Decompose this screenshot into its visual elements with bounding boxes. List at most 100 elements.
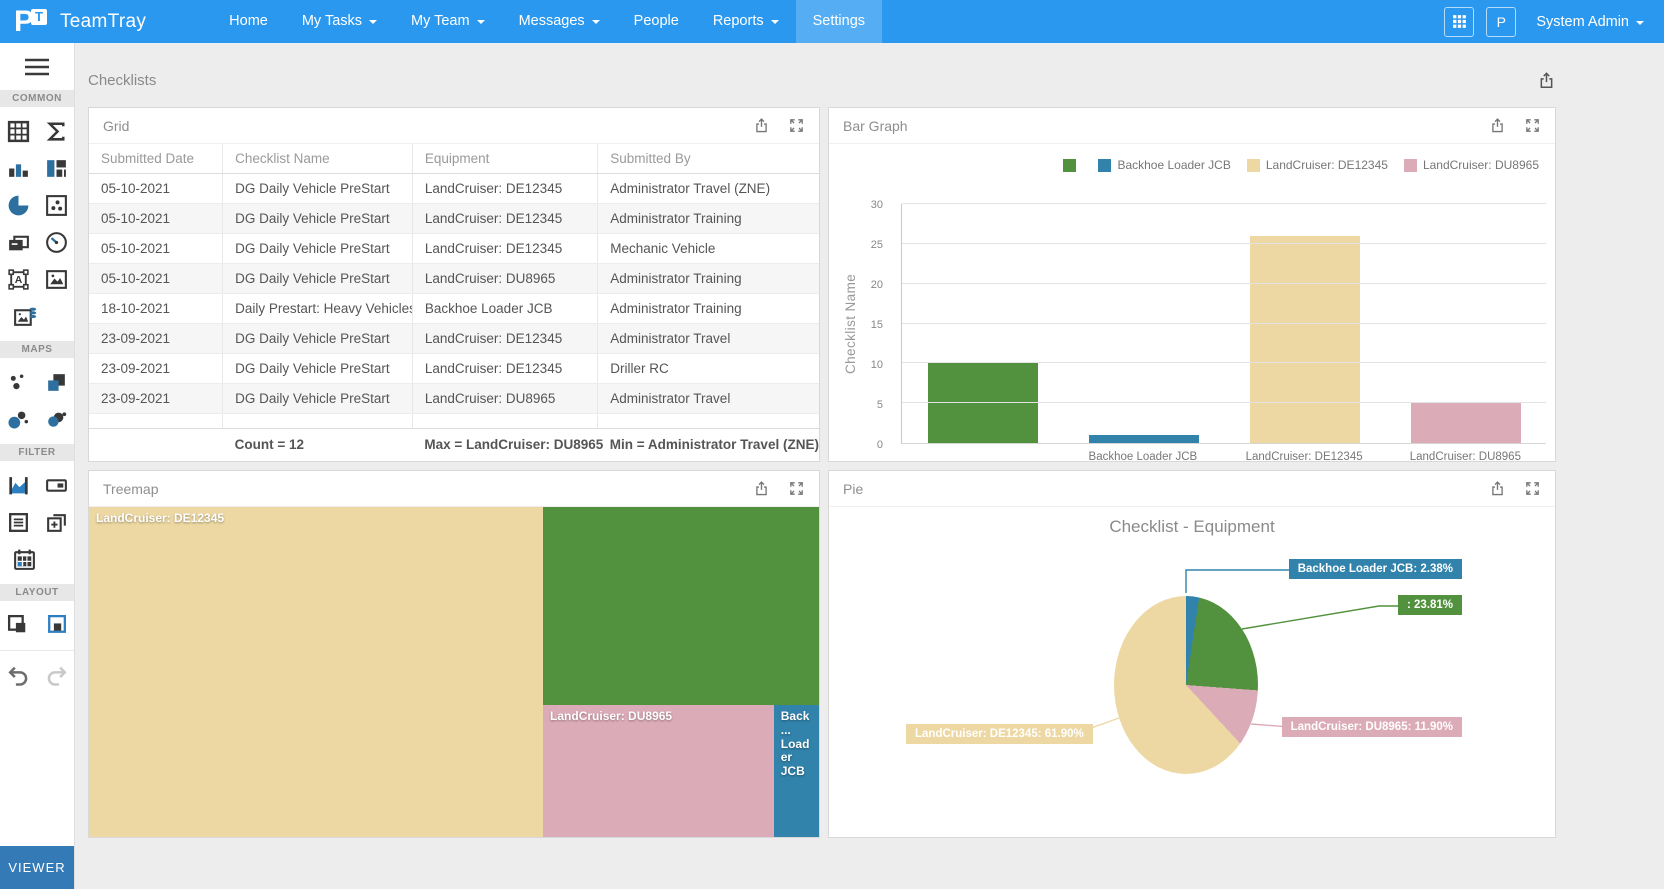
bubble-map-icon[interactable] (6, 407, 31, 432)
gridline (902, 203, 1546, 204)
table-cell: Administrator Travel (597, 323, 819, 354)
expand-icon[interactable] (1524, 117, 1541, 134)
brand[interactable]: P T TeamTray (0, 5, 146, 39)
checklist-table: Submitted Date Checklist Name Equipment Sub… (89, 144, 819, 429)
export-page-icon[interactable] (1537, 71, 1556, 90)
grid-summary-row: Count = 12 Max = LandCruiser: DU8965 Min… (89, 428, 819, 461)
image-database-icon[interactable] (12, 304, 37, 329)
shape-map-icon[interactable] (44, 370, 69, 395)
nav-item-reports[interactable]: Reports (696, 0, 796, 43)
bar-graph-panel: Bar Graph Backhoe Loader JCB LandCruiser:… (828, 107, 1556, 463)
column-header[interactable]: Equipment (411, 144, 598, 174)
table-cell: DG Daily Vehicle PreStart (222, 173, 413, 204)
treemap-node[interactable]: Back... Loader JCB (773, 705, 819, 837)
expand-icon[interactable] (788, 480, 805, 497)
table-cell: DG Daily Vehicle PreStart (222, 263, 413, 294)
bar[interactable] (927, 363, 1038, 443)
legend-item[interactable] (1063, 158, 1082, 172)
table-row[interactable]: 23-09-2021 DG Daily Vehicle PreStart LandC… (89, 383, 819, 414)
table-row[interactable]: 18-10-2021 Daily Prestart: Heavy Vehicles… (89, 293, 819, 324)
undo-icon[interactable] (6, 663, 31, 688)
card-icon[interactable] (6, 230, 31, 255)
table-row[interactable]: 05-10-2021 DG Daily Vehicle PreStart LandC… (89, 263, 819, 294)
table-cell: 18-10-2021 (89, 293, 223, 324)
table-cell: 05-10-2021 (89, 203, 223, 234)
bar-chart-icon[interactable] (6, 156, 31, 181)
redo-icon[interactable] (44, 663, 69, 688)
profile-button[interactable]: P (1486, 6, 1517, 37)
layout-overlap-active-icon[interactable] (44, 613, 69, 638)
legend-item[interactable]: Backhoe Loader JCB (1098, 158, 1231, 172)
page-title: Checklists (88, 72, 157, 89)
bar-legend: Backhoe Loader JCB LandCruiser: DE12345 La… (1063, 158, 1539, 172)
bar[interactable] (1088, 435, 1199, 443)
legend-swatch (1098, 158, 1112, 172)
nav-item-home[interactable]: Home (229, 13, 268, 29)
apps-grid-button[interactable] (1444, 6, 1475, 37)
y-tick-label: 0 (876, 439, 883, 451)
column-header[interactable]: Submitted By (597, 144, 819, 174)
image-icon[interactable] (44, 267, 69, 292)
expand-icon[interactable] (1524, 480, 1541, 497)
column-header[interactable]: Submitted Date (89, 144, 223, 174)
table-cell: 23-09-2021 (89, 323, 223, 354)
nav-item-my-tasks[interactable]: My Tasks (285, 0, 394, 43)
export-icon[interactable] (753, 480, 770, 497)
table-row[interactable]: 05-10-2021 DG Daily Vehicle PreStart LandC… (89, 173, 819, 204)
viewer-tab[interactable]: VIEWER (0, 846, 74, 889)
y-tick-label: 10 (870, 359, 883, 372)
table-cell: LandCruiser: DE12345 (411, 173, 598, 204)
export-icon[interactable] (1489, 117, 1506, 134)
nav-item-people[interactable]: People (633, 13, 679, 29)
x-tick-label (901, 451, 1062, 463)
pie[interactable] (1114, 596, 1258, 774)
nav-item-my-team[interactable]: My Team (394, 0, 502, 43)
data-grid-icon[interactable] (6, 119, 31, 144)
section-maps: MAPS (0, 341, 74, 358)
export-icon[interactable] (753, 117, 770, 134)
hamburger-menu-icon[interactable] (23, 56, 51, 78)
treemap-node[interactable] (543, 507, 819, 705)
table-row[interactable]: 23-09-2021 DG Daily Vehicle PreStart LandC… (89, 323, 819, 354)
legend-item[interactable]: LandCruiser: DU8965 (1403, 158, 1539, 172)
table-cell: DG Daily Vehicle PreStart (222, 353, 413, 384)
grid-panel: Grid Submitted Date Checklist Name Equipme… (88, 107, 820, 462)
layout-overlap-icon[interactable] (6, 613, 31, 638)
nav-item-messages[interactable]: Messages (502, 0, 617, 43)
treemap-icon[interactable] (44, 156, 69, 181)
dropdown-filter-icon[interactable] (44, 473, 69, 498)
legend-item[interactable]: LandCruiser: DE12345 (1246, 158, 1388, 172)
table-cell: LandCruiser: DU8965 (411, 383, 598, 414)
scatter-plot-icon[interactable] (44, 193, 69, 218)
pie-panel: Pie Checklist - Equipment Backhoe Loader… (828, 470, 1556, 838)
table-cell: 23-09-2021 (89, 353, 223, 384)
gauge-icon[interactable] (44, 230, 69, 255)
user-menu[interactable]: System Admin (1536, 14, 1644, 30)
treemap-node[interactable]: LandCruiser: DE12345 (89, 507, 544, 837)
text-annotation-icon[interactable]: A (6, 267, 31, 292)
treemap-node[interactable]: LandCruiser: DU8965 (543, 705, 774, 837)
section-common: COMMON (0, 90, 74, 107)
y-tick-label: 5 (876, 399, 883, 412)
dot-map-icon[interactable] (6, 370, 31, 395)
table-row[interactable]: 05-10-2021 DG Daily Vehicle PreStart LandC… (89, 203, 819, 234)
sum-icon[interactable] (44, 119, 69, 144)
grid-table-body: 05-10-2021 DG Daily Vehicle PreStart LandC… (89, 173, 819, 429)
bar[interactable] (1410, 403, 1521, 443)
cluster-map-icon[interactable] (44, 407, 69, 432)
range-filter-icon[interactable] (6, 473, 31, 498)
calendar-filter-icon[interactable] (12, 547, 37, 572)
nav-item-settings[interactable]: Settings (795, 0, 883, 43)
table-cell: Administrator Training (597, 203, 819, 234)
pie-chart-icon[interactable] (6, 193, 31, 218)
expand-icon[interactable] (788, 117, 805, 134)
list-filter-icon[interactable] (6, 510, 31, 535)
bar[interactable] (1249, 235, 1360, 443)
table-row[interactable]: 23-09-2021 DG Daily Vehicle PreStart LandC… (89, 353, 819, 384)
table-row[interactable]: 05-10-2021 DG Daily Vehicle PreStart LandC… (89, 233, 819, 264)
column-header[interactable]: Checklist Name (222, 144, 413, 174)
popup-filter-icon[interactable] (44, 510, 69, 535)
x-tick-label: LandCruiser: DE12345 (1245, 451, 1363, 463)
export-icon[interactable] (1489, 480, 1506, 497)
top-navbar: P T TeamTray Home My Tasks My Team Messages… (0, 0, 1664, 43)
